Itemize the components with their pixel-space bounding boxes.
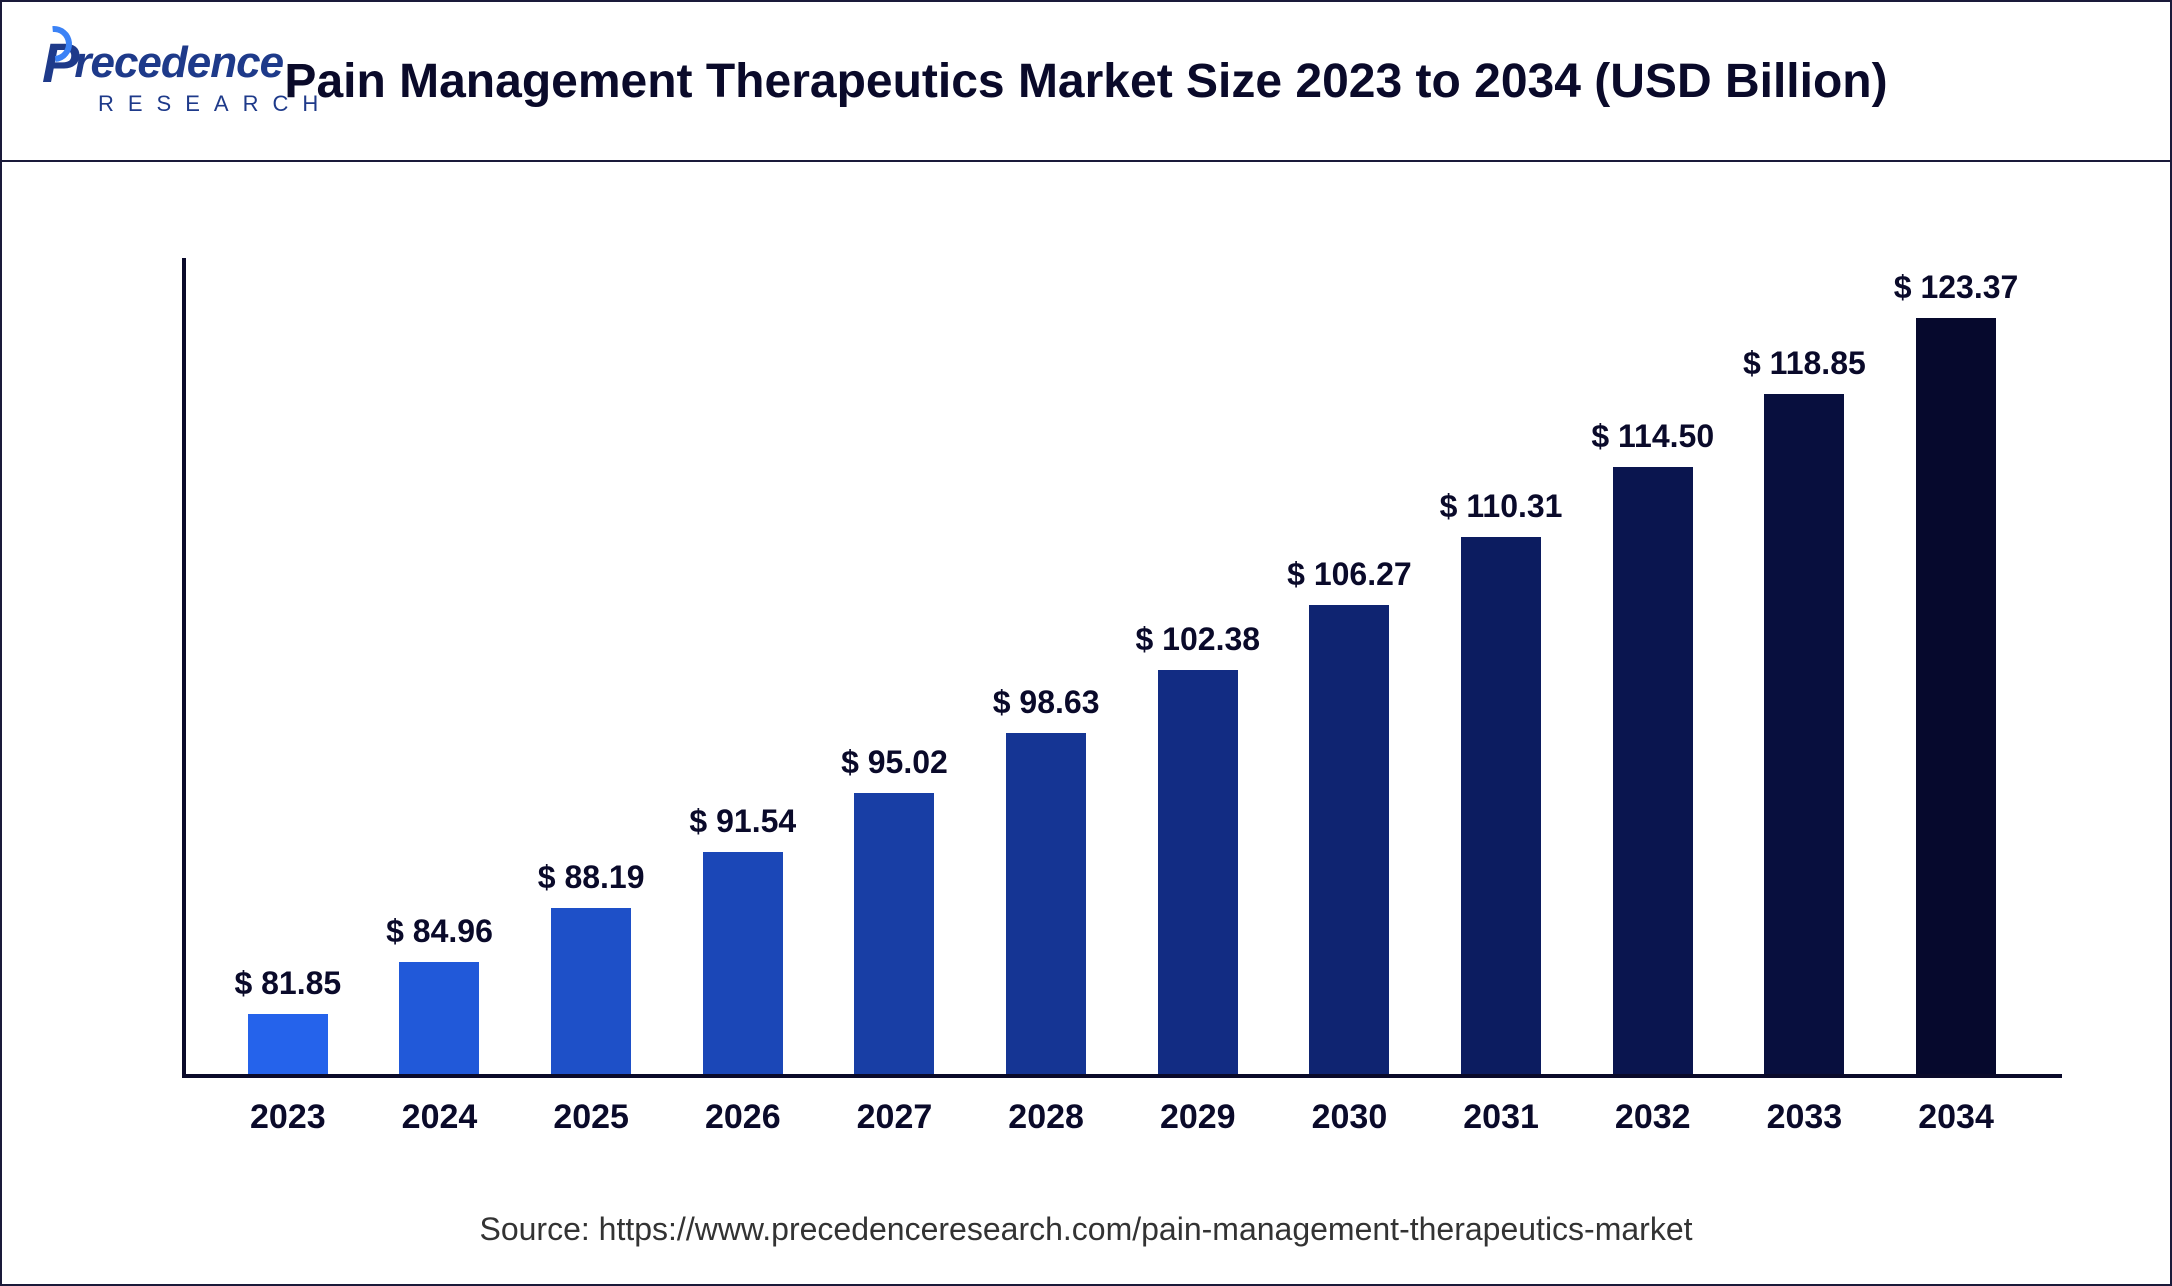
x-tick-label: 2033 [1729,1098,1879,1137]
logo: Precedence RESEARCH [42,30,362,117]
x-tick-label: 2023 [213,1098,363,1137]
header: Precedence RESEARCH Pain Management Ther… [2,2,2170,162]
bar-value-label: $ 98.63 [993,684,1100,721]
bar-value-label: $ 95.02 [841,744,948,781]
bar-value-label: $ 91.54 [689,803,796,840]
logo-p-letter: P [42,30,78,95]
bar-value-label: $ 102.38 [1135,621,1260,658]
logo-text: recedence [74,38,283,88]
x-tick-label: 2027 [819,1098,969,1137]
bar-value-label: $ 88.19 [538,859,645,896]
x-tick-label: 2029 [1123,1098,1273,1137]
bar-rect [703,852,783,1074]
x-tick-label: 2034 [1881,1098,2031,1137]
bar-2029: $ 102.38 [1123,621,1273,1074]
bar-2028: $ 98.63 [971,684,1121,1074]
bar-value-label: $ 123.37 [1894,269,2019,306]
bar-value-label: $ 118.85 [1743,345,1866,382]
logo-subtext: RESEARCH [98,91,362,117]
x-tick-label: 2028 [971,1098,1121,1137]
bar-rect [1764,394,1844,1074]
bar-2033: $ 118.85 [1729,345,1879,1074]
bar-value-label: $ 84.96 [386,913,493,950]
bar-rect [1158,670,1238,1074]
bar-2031: $ 110.31 [1426,488,1576,1074]
bar-rect [854,793,934,1074]
bar-rect [1006,733,1086,1074]
x-tick-label: 2032 [1578,1098,1728,1137]
bar-2023: $ 81.85 [213,965,363,1074]
bar-rect [248,1014,328,1074]
bar-rect [1916,318,1996,1074]
x-tick-label: 2030 [1274,1098,1424,1137]
source-text: Source: https://www.precedenceresearch.c… [2,1211,2170,1248]
bar-rect [1309,605,1389,1074]
bar-2030: $ 106.27 [1274,556,1424,1074]
bar-rect [1613,467,1693,1074]
x-axis-labels: 2023202420252026202720282029203020312032… [182,1098,2062,1137]
bar-value-label: $ 81.85 [234,965,341,1002]
bar-2034: $ 123.37 [1881,269,2031,1074]
bar-rect [551,908,631,1074]
x-tick-label: 2024 [364,1098,514,1137]
bar-rect [1461,537,1541,1074]
bar-value-label: $ 106.27 [1287,556,1412,593]
bars-container: $ 81.85 $ 84.96 $ 88.19 $ 91.54 $ 95.02 $ 98.… [182,258,2062,1074]
x-tick-label: 2031 [1426,1098,1576,1137]
x-tick-label: 2026 [668,1098,818,1137]
bar-2026: $ 91.54 [668,803,818,1074]
bar-2032: $ 114.50 [1578,418,1728,1074]
bar-rect [399,962,479,1074]
x-axis-line [182,1074,2062,1078]
x-tick-label: 2025 [516,1098,666,1137]
logo-main: Precedence [42,30,362,95]
chart-plot-area: $ 81.85 $ 84.96 $ 88.19 $ 91.54 $ 95.02 $ 98.… [182,258,2062,1078]
bar-value-label: $ 110.31 [1440,488,1563,525]
bar-2027: $ 95.02 [819,744,969,1074]
bar-2025: $ 88.19 [516,859,666,1074]
bar-2024: $ 84.96 [364,913,514,1074]
bar-value-label: $ 114.50 [1591,418,1714,455]
